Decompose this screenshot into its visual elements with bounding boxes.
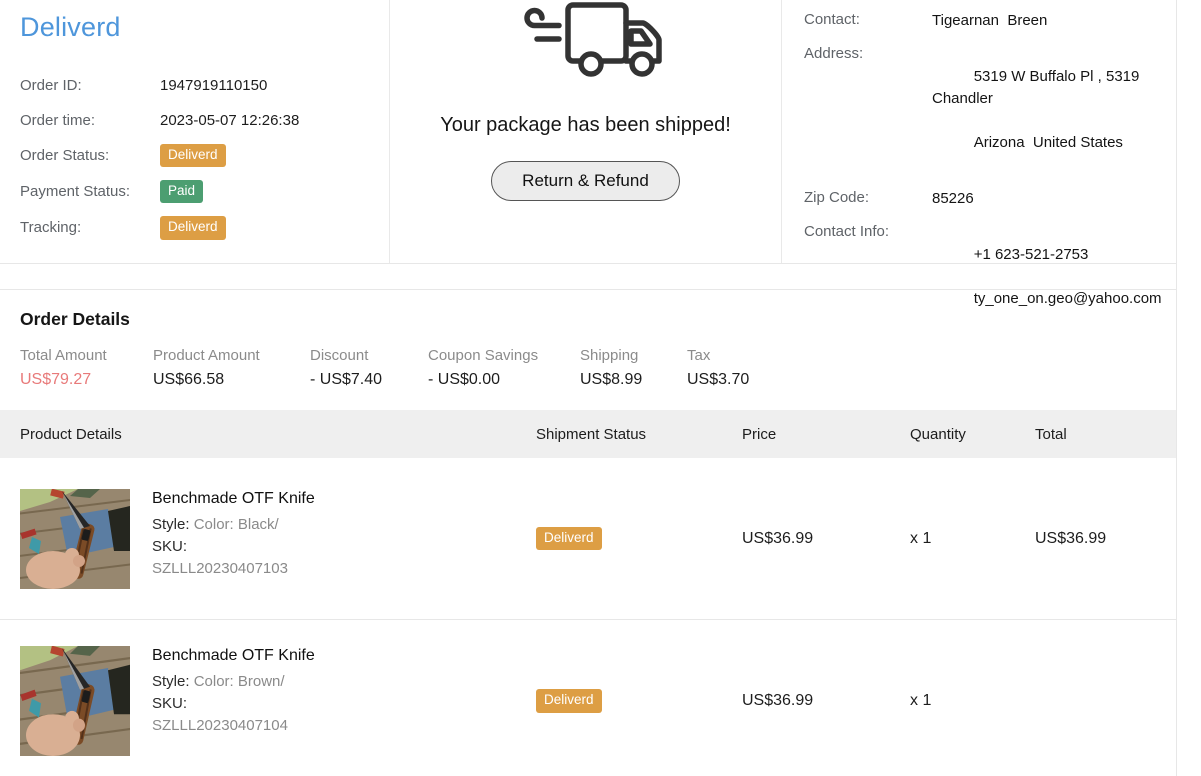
address-line2: Arizona United States <box>973 134 1123 151</box>
product-sku-label: SKU: <box>152 537 188 555</box>
payment-status-label: Payment Status: <box>20 183 131 201</box>
quantity-cell: x 1 <box>910 692 932 709</box>
product-sku-value: SZLLL20230407103 <box>152 559 288 577</box>
shipping-truck-icon <box>496 2 676 92</box>
contact-label: Contact: <box>804 11 860 28</box>
contact-name: Tigearnan Breen <box>932 12 1048 29</box>
shipping-value: US$8.99 <box>580 371 643 388</box>
tracking-label: Tracking: <box>20 219 82 237</box>
product-info: Benchmade OTF Knife Style: Color: Black/… <box>152 489 315 589</box>
zip-value: 85226 <box>932 190 974 207</box>
order-details-heading: Order Details <box>20 309 130 329</box>
col-shipment-status: Shipment Status <box>536 425 647 443</box>
address-line1: 5319 W Buffalo Pl , 5319 Chandler <box>932 68 1148 107</box>
contact-info-value: +1 623-521-2753 ty_one_on.geo@yahoo.com <box>932 222 1162 332</box>
col-total: Total <box>1035 425 1067 443</box>
summary-total-amount: Total Amount US$79.27 <box>20 347 153 389</box>
quantity-cell: x 1 <box>910 529 932 547</box>
order-status-card: Deliverd Order ID: 1947919110150 Order t… <box>0 0 1176 307</box>
summary-product-amount: Product Amount US$66.58 <box>153 347 310 389</box>
order-field-list: Order ID: 1947919110150 Order time: 2023… <box>20 74 389 240</box>
order-details-card: Order Details Total Amount US$79.27 Prod… <box>0 289 1176 776</box>
order-time-row: Order time: 2023-05-07 12:26:38 <box>20 109 389 131</box>
order-id-value: 1947919110150 <box>160 76 268 94</box>
address-label: Address: <box>804 45 864 62</box>
product-sku-label: SKU: <box>152 695 188 712</box>
address-row: Address: 5319 W Buffalo Pl , 5319 Chandl… <box>804 44 1176 176</box>
product-sku-value: SZLLL20230407104 <box>152 717 288 734</box>
tracking-row: Tracking: Deliverd <box>20 216 389 240</box>
payment-status-badge: Paid <box>160 180 204 204</box>
address-value: 5319 W Buffalo Pl , 5319 Chandler Arizon… <box>932 44 1162 176</box>
summary-shipping: Shipping US$8.99 <box>580 347 687 389</box>
tax-value: US$3.70 <box>687 371 750 388</box>
discount-value: - US$7.40 <box>310 371 383 388</box>
order-status-row: Order Status: Deliverd <box>20 144 389 168</box>
total-amount-value: US$79.27 <box>20 371 92 388</box>
shipment-status-cell: Deliverd <box>536 689 742 713</box>
shipment-status-badge: Deliverd <box>536 689 602 713</box>
table-row: Benchmade OTF Knife Style: Color: Brown/… <box>0 620 1176 776</box>
payment-status-row: Payment Status: Paid <box>20 180 389 204</box>
order-status-badge: Deliverd <box>160 144 226 168</box>
col-price: Price <box>742 425 777 443</box>
summary-coupon-savings: Coupon Savings - US$0.00 <box>428 347 580 389</box>
phone-value: +1 623-521-2753 <box>973 246 1089 263</box>
order-summary: Total Amount US$79.27 Product Amount US$… <box>20 347 1176 389</box>
col-quantity: Quantity <box>910 425 966 443</box>
summary-tax: Tax US$3.70 <box>687 347 750 388</box>
zip-row: Zip Code: 85226 <box>804 188 1176 210</box>
product-image[interactable] <box>20 488 130 589</box>
product-info: Benchmade OTF Knife Style: Color: Brown/… <box>152 646 315 756</box>
order-time-value: 2023-05-07 12:26:38 <box>160 111 300 129</box>
table-row: Benchmade OTF Knife Style: Color: Black/… <box>0 458 1176 620</box>
zip-label: Zip Code: <box>804 189 870 206</box>
product-amount-value: US$66.58 <box>153 371 225 388</box>
email-value: ty_one_on.geo@yahoo.com <box>973 290 1162 307</box>
product-cell: Benchmade OTF Knife Style: Color: Brown/… <box>0 646 536 756</box>
contact-row: Contact: Tigearnan Breen <box>804 10 1176 32</box>
order-status-label: Order Status: <box>20 147 110 165</box>
products-table-header: Product Details Shipment Status Price Qu… <box>0 410 1176 458</box>
shipment-message: Your package has been shipped! <box>440 114 731 136</box>
product-image[interactable] <box>20 646 130 756</box>
total-cell: US$36.99 <box>1035 529 1107 547</box>
summary-discount: Discount - US$7.40 <box>310 347 428 389</box>
shipment-status-cell: Deliverd <box>536 526 742 551</box>
col-product-details: Product Details <box>20 425 122 443</box>
contact-info-row: Contact Info: +1 623-521-2753 ty_one_on.… <box>804 222 1176 332</box>
order-time-label: Order time: <box>20 111 96 129</box>
product-name[interactable]: Benchmade OTF Knife <box>152 647 315 664</box>
product-style-line: Style: Color: Brown/ <box>152 673 285 690</box>
order-status-panel: Deliverd Order ID: 1947919110150 Order t… <box>0 0 390 263</box>
tracking-badge: Deliverd <box>160 216 226 240</box>
coupon-savings-value: - US$0.00 <box>428 371 501 388</box>
shipment-panel: Your package has been shipped! Return & … <box>390 0 782 263</box>
contact-panel: Contact: Tigearnan Breen Address: 5319 W… <box>782 0 1176 307</box>
product-cell: Benchmade OTF Knife Style: Color: Black/… <box>0 488 536 589</box>
order-id-row: Order ID: 1947919110150 <box>20 74 389 96</box>
price-cell: US$36.99 <box>742 692 814 709</box>
product-name[interactable]: Benchmade OTF Knife <box>152 489 315 507</box>
shipment-status-badge: Deliverd <box>536 526 602 551</box>
return-refund-button[interactable]: Return & Refund <box>491 161 680 201</box>
page-title: Deliverd <box>20 12 121 42</box>
price-cell: US$36.99 <box>742 529 814 547</box>
order-id-label: Order ID: <box>20 76 82 94</box>
contact-info-label: Contact Info: <box>804 223 890 240</box>
product-style-line: Style: Color: Black/ <box>152 515 279 533</box>
